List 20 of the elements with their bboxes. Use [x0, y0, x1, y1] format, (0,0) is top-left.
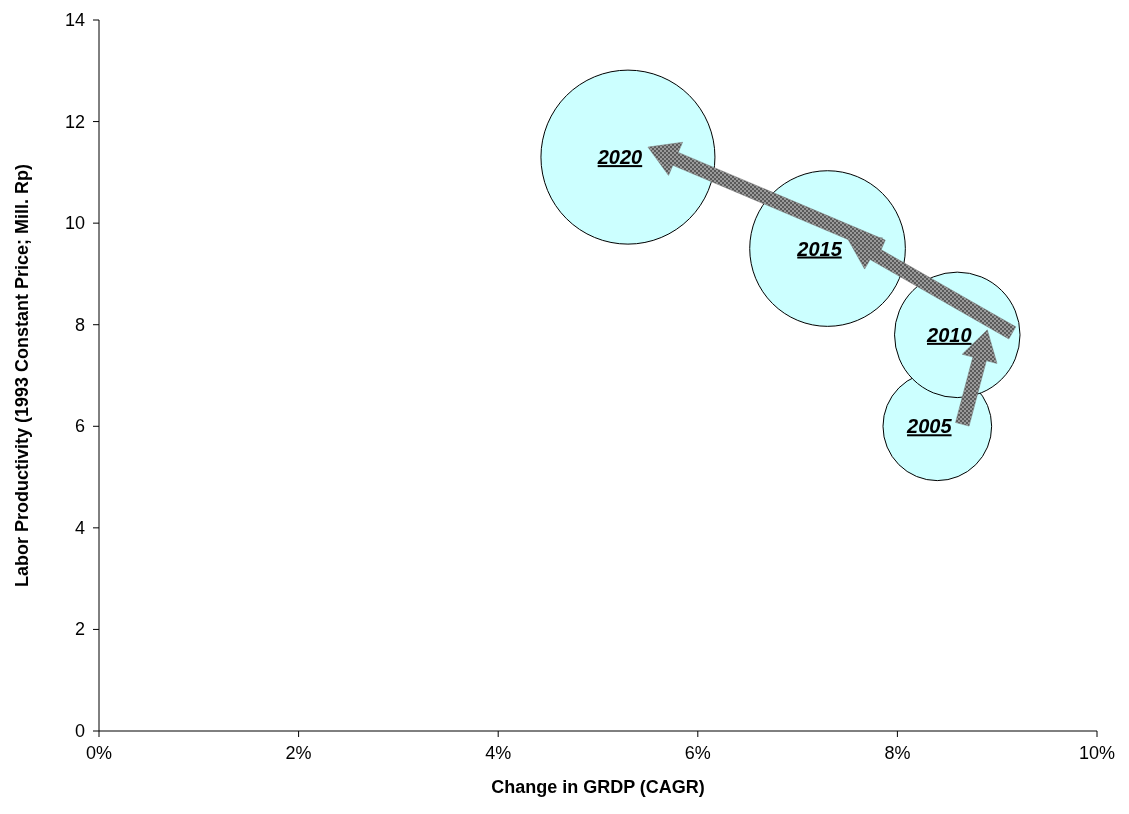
- x-tick-label: 2%: [285, 743, 312, 763]
- x-tick-label: 4%: [485, 743, 512, 763]
- y-tick-label: 4: [74, 517, 85, 538]
- annotation: 2010: [926, 323, 972, 346]
- x-tick-label: 10%: [1078, 743, 1116, 763]
- y-tick-label: 14: [64, 10, 85, 30]
- y-tick-label: 2: [74, 619, 85, 640]
- y-tick-label: 0: [74, 721, 85, 741]
- x-axis-title: Change in GRDP (CAGR): [491, 777, 705, 797]
- x-tick-label: 0%: [85, 743, 113, 763]
- annotation: 2020: [596, 146, 643, 169]
- y-tick-label: 10: [64, 213, 85, 234]
- y-axis-title: Labor Productivity (1993 Constant Price; Mill. Rp): [12, 163, 32, 588]
- x-tick-label: 8%: [884, 743, 911, 763]
- annotation: 2015: [796, 237, 843, 260]
- annotation: 2005: [906, 415, 953, 438]
- x-tick-label: 6%: [684, 743, 711, 763]
- y-tick-label: 12: [64, 111, 85, 132]
- y-tick-label: 8: [74, 314, 85, 335]
- y-tick-label: 6: [74, 416, 85, 437]
